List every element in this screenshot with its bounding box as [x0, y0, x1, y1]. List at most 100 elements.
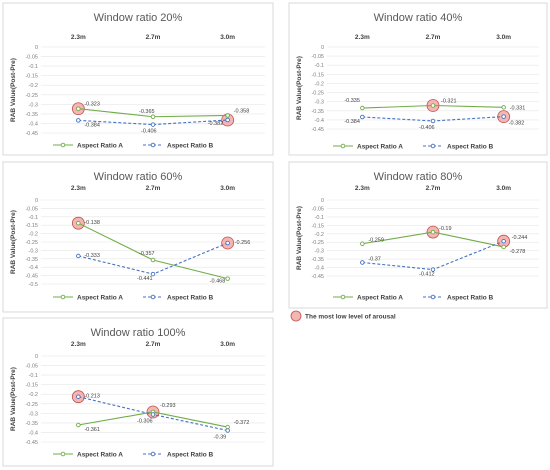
data-point	[501, 114, 506, 119]
data-point	[225, 276, 230, 281]
data-point	[76, 394, 81, 399]
y-tick-label: 0	[321, 198, 324, 204]
data-label: -0.382	[509, 121, 525, 127]
legend-label: Aspect Ratio A	[77, 451, 123, 458]
legend-swatch-marker	[340, 294, 346, 300]
data-label: -0.37	[368, 256, 381, 262]
y-tick-label: -0.3	[315, 249, 324, 255]
data-point	[150, 122, 156, 127]
chart-title: Window ratio 80%	[374, 171, 463, 183]
y-tick-label: -0.45	[311, 127, 324, 133]
y-tick-label: -0.15	[25, 223, 38, 229]
x-tick-label: 3.0m	[220, 185, 235, 192]
data-point	[76, 106, 81, 111]
y-tick-label: -0.3	[29, 248, 38, 254]
data-label: -0.321	[441, 98, 457, 104]
data-label: -0.138	[84, 220, 100, 226]
x-tick-label: 2.7m	[426, 185, 441, 192]
data-point	[225, 240, 230, 246]
chart-panel: Window ratio 60% RAB Value(Post-Pre) 0 -0.0…	[2, 161, 274, 313]
data-label: -0.406	[419, 125, 435, 131]
chart-panel: Window ratio 80% RAB Value(Post-Pre) 0 -0.0…	[288, 161, 548, 309]
y-tick-label: -0.35	[25, 257, 38, 263]
y-tick-label: -0.35	[25, 421, 38, 427]
data-label: -0.278	[510, 249, 526, 255]
data-label: -0.358	[234, 108, 250, 114]
y-tick-label: 0	[35, 354, 38, 360]
data-point	[360, 105, 365, 111]
legend-swatch-marker	[150, 294, 156, 300]
y-tick-label: -0.4	[315, 118, 324, 124]
data-label: -0.441	[137, 276, 153, 282]
y-axis-label: RAB Value(Post-Pre)	[10, 367, 17, 431]
legend-swatch-marker	[430, 143, 436, 149]
x-tick-label: 3.0m	[496, 185, 511, 192]
chart-title: Window ratio 20%	[94, 12, 183, 24]
data-point	[430, 267, 436, 272]
data-point	[150, 271, 156, 277]
legend-label: Aspect Ratio B	[167, 142, 214, 149]
legend-label: Aspect Ratio A	[357, 294, 403, 301]
data-point	[225, 113, 230, 118]
data-label: -0.323	[84, 102, 100, 108]
data-point	[76, 422, 81, 428]
y-tick-label: 0	[321, 45, 324, 51]
x-tick-label: 2.7m	[146, 185, 161, 192]
data-label: -0.306	[137, 418, 153, 424]
y-tick-label: -0.4	[29, 265, 38, 271]
highlight-legend-marker	[290, 310, 302, 322]
chart-title: Window ratio 60%	[94, 171, 183, 183]
y-tick-label: -0.35	[311, 109, 324, 115]
y-tick-label: -0.1	[29, 373, 38, 379]
data-label: -0.406	[141, 129, 157, 135]
data-label: -0.365	[139, 109, 155, 115]
legend-label: Aspect Ratio B	[167, 294, 214, 301]
highlight-legend-label: The most low level of arousal	[305, 314, 396, 321]
data-label: -0.468	[210, 279, 226, 285]
y-tick-label: -0.3	[29, 411, 38, 417]
chart-panel: Window ratio 20% RAB Value(Post-Pre) 0 -0.0…	[2, 2, 274, 156]
y-tick-label: -0.1	[315, 63, 324, 69]
y-tick-label: -0.2	[315, 232, 324, 238]
legend-label: Aspect Ratio A	[357, 143, 403, 150]
y-axis-label: RAB Value(Post-Pre)	[10, 58, 17, 122]
y-tick-label: -0.15	[25, 74, 38, 80]
legend-label: Aspect Ratio A	[77, 142, 123, 149]
x-tick-label: 2.3m	[71, 185, 86, 192]
data-label: -0.361	[84, 427, 100, 433]
y-tick-label: -0.25	[25, 240, 38, 246]
data-label: -0.333	[84, 253, 100, 259]
data-point	[150, 412, 156, 417]
chart-title: Window ratio 100%	[91, 327, 186, 339]
data-label: -0.213	[84, 394, 100, 400]
y-tick-label: -0.05	[25, 364, 38, 370]
chart-panel: Window ratio 40% RAB Value(Post-Pre) 0 -0.0…	[288, 2, 548, 156]
y-axis-label: RAB Value(Post-Pre)	[10, 210, 17, 274]
data-label: -0.331	[510, 105, 526, 111]
legend-label: Aspect Ratio B	[167, 451, 214, 458]
data-label: -0.256	[235, 240, 251, 246]
data-label: -0.412	[419, 272, 435, 278]
y-tick-label: -0.35	[25, 112, 38, 118]
chart-title: Window ratio 40%	[374, 12, 463, 24]
data-label: -0.372	[234, 420, 250, 426]
x-tick-label: 2.3m	[71, 34, 86, 41]
y-tick-label: -0.45	[311, 274, 324, 280]
data-label: -0.382	[208, 121, 224, 127]
data-point	[501, 238, 506, 244]
data-point	[76, 220, 81, 226]
x-tick-label: 2.7m	[146, 34, 161, 41]
y-tick-label: -0.1	[29, 215, 38, 221]
data-point	[501, 244, 506, 250]
y-tick-label: -0.25	[25, 93, 38, 99]
y-tick-label: -0.1	[29, 64, 38, 70]
y-axis-label: RAB Value(Post-Pre)	[296, 56, 303, 120]
x-tick-label: 3.0m	[220, 341, 235, 348]
chart-panel: Window ratio 100% RAB Value(Post-Pre) 0 -0.…	[2, 317, 274, 467]
legend-label: Aspect Ratio B	[447, 294, 494, 301]
panel-frame	[2, 2, 274, 156]
y-tick-label: -0.2	[29, 392, 38, 398]
y-axis-label: RAB Value(Post-Pre)	[296, 206, 303, 270]
legend-label: Aspect Ratio B	[447, 143, 494, 150]
